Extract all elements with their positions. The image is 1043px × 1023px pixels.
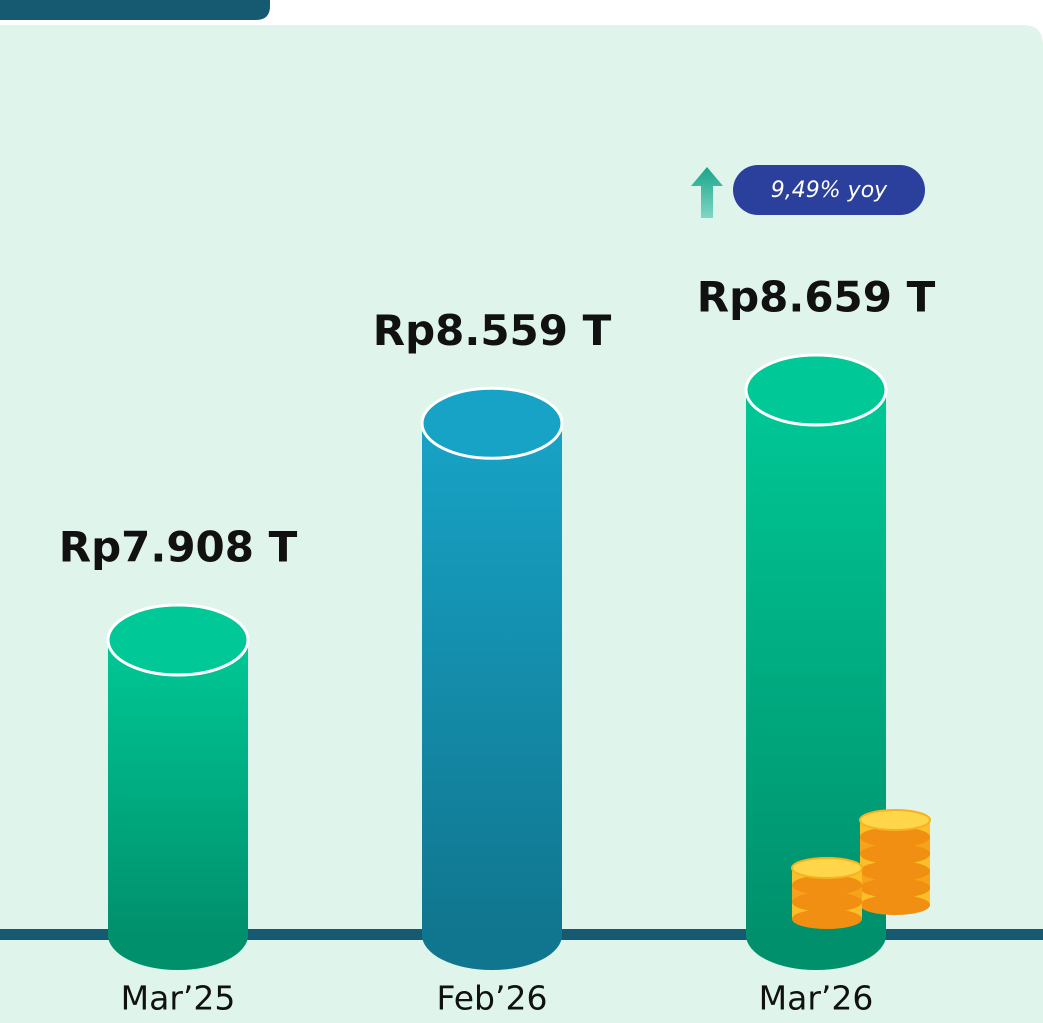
value-label: Rp8.559 T [373, 306, 612, 355]
bar-top [420, 386, 564, 460]
coin-edge [860, 895, 930, 915]
coin-edge [860, 861, 930, 881]
annotation-pill [733, 165, 925, 215]
value-label: Rp8.659 T [697, 273, 936, 322]
coin-top [791, 857, 863, 879]
x-tick-label: Feb’26 [437, 979, 548, 1018]
x-tick-label: Mar’25 [121, 979, 236, 1018]
x-tick-label: Mar’26 [759, 979, 874, 1018]
bars [106, 353, 888, 970]
annotation-text: 9,49% yoy [771, 178, 888, 203]
coin-edge [860, 878, 930, 898]
header-tab [0, 0, 270, 20]
bar-shade [422, 423, 562, 935]
bar-shade [108, 640, 248, 935]
bar-top [106, 603, 250, 677]
coin-edge [860, 827, 930, 847]
coin-edge [860, 844, 930, 864]
annotation: 9,49% yoy [691, 165, 925, 218]
coin-top [859, 809, 931, 831]
coin-edge [792, 892, 862, 912]
coins-icon [791, 809, 931, 929]
value-label: Rp7.908 T [59, 523, 298, 572]
bar-top [744, 353, 888, 427]
coin-edge [792, 875, 862, 895]
up-arrow [691, 167, 723, 218]
coin-edge [792, 909, 862, 929]
